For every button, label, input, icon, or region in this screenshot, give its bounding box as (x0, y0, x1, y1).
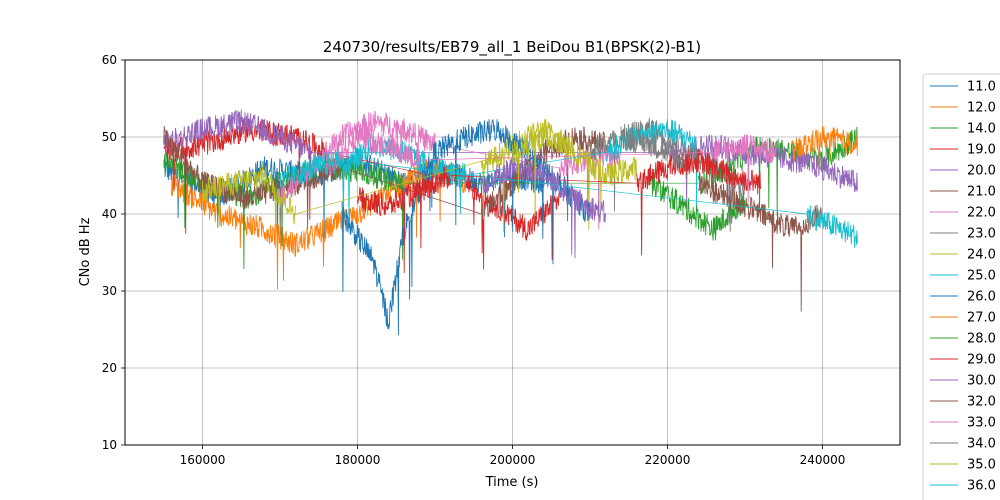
series-line (605, 119, 699, 215)
series-line (279, 110, 436, 208)
legend-label: 30.0 (967, 374, 996, 389)
series-36.0 (279, 149, 858, 248)
legend-item: 12.0 (930, 101, 996, 116)
series-gap-connector (341, 167, 482, 215)
series-35.0 (202, 124, 575, 248)
legend-label: 20.0 (967, 164, 996, 179)
legend-label: 25.0 (967, 269, 996, 284)
legend-label: 12.0 (967, 101, 996, 116)
legend-item: 24.0 (930, 248, 996, 263)
legend-item: 27.0 (930, 311, 996, 326)
series-line (171, 157, 467, 290)
series-21.0 (163, 126, 606, 235)
axes: 160000 180000 200000 220000 240000 10 20 30 40 50… (102, 53, 846, 467)
y-axis-label: CNo dB Hz (78, 217, 93, 286)
series-line (163, 126, 343, 235)
legend-label: 23.0 (967, 227, 996, 242)
series-lines (163, 109, 858, 336)
x-tick-label: 200000 (490, 453, 536, 467)
series-27.0 (791, 125, 858, 173)
chart-title: 240730/results/EB79_all_1 BeiDou B1(BPSK… (323, 38, 701, 57)
series-line (357, 166, 451, 274)
y-tick-label: 40 (102, 207, 117, 221)
legend-label: 36.0 (967, 479, 996, 494)
legend-item: 34.0 (930, 437, 996, 452)
y-tick-label: 30 (102, 284, 117, 298)
legend-item: 25.0 (930, 269, 996, 284)
series-line (791, 125, 858, 173)
series-line (163, 109, 312, 163)
series-line (326, 125, 420, 177)
legend-item: 19.0 (930, 143, 996, 158)
legend-item: 22.0 (930, 206, 996, 221)
legend-label: 26.0 (967, 290, 996, 305)
x-tick-label: 240000 (800, 453, 846, 467)
legend-label: 11.0 (967, 80, 996, 95)
legend-item: 26.0 (930, 290, 996, 305)
legend-item: 21.0 (930, 185, 996, 200)
x-axis-label: Time (s) (485, 475, 539, 490)
x-tick-label: 180000 (335, 453, 381, 467)
series-28.0 (651, 172, 746, 241)
legend-label: 22.0 (967, 206, 996, 221)
series-line (512, 124, 575, 217)
legend-item: 20.0 (930, 164, 996, 179)
series-gap-connector (341, 159, 808, 215)
legend-item: 23.0 (930, 227, 996, 242)
x-tick-label: 220000 (645, 453, 691, 467)
series-line (202, 163, 296, 248)
legend-label: 28.0 (967, 332, 996, 347)
legend-label: 29.0 (967, 353, 996, 368)
legend-label: 14.0 (967, 122, 996, 137)
y-tick-label: 10 (102, 438, 117, 452)
series-line (481, 126, 606, 225)
legend-item: 14.0 (930, 122, 996, 137)
series-line (163, 118, 327, 234)
legend-item: 28.0 (930, 332, 996, 347)
legend-item: 33.0 (930, 416, 996, 431)
legend-label: 35.0 (967, 458, 996, 473)
legend-item: 29.0 (930, 353, 996, 368)
series-line (636, 148, 761, 256)
series-34.0 (620, 126, 684, 169)
legend-box (922, 73, 1000, 500)
legend: 11.0 12.0 14.0 19.0 20.0 21.0 22.0 23.0 24.0 25.0… (922, 73, 1000, 500)
legend-item: 11.0 (930, 80, 996, 95)
series-32.0 (698, 173, 823, 312)
legend-label: 24.0 (967, 248, 996, 263)
series-line (698, 173, 823, 312)
series-line (481, 156, 606, 259)
series-line (806, 205, 858, 248)
legend-item: 36.0 (930, 479, 996, 494)
legend-label: 19.0 (967, 143, 996, 158)
x-tick-label: 160000 (180, 453, 226, 467)
legend-item: 30.0 (930, 374, 996, 389)
y-tick-label: 60 (102, 53, 117, 67)
series-line (713, 134, 777, 203)
legend-label: 27.0 (967, 311, 996, 326)
series-line (651, 172, 746, 241)
series-12.0 (171, 157, 467, 290)
y-tick-label: 50 (102, 130, 117, 144)
legend-label: 32.0 (967, 395, 996, 410)
y-tick-label: 20 (102, 361, 117, 375)
series-30.0 (481, 156, 606, 259)
series-line (620, 126, 684, 169)
legend-label: 21.0 (967, 185, 996, 200)
series-gap-connector (295, 152, 513, 215)
legend-item: 35.0 (930, 458, 996, 473)
series-line (279, 149, 343, 189)
legend-label: 34.0 (967, 437, 996, 452)
legend-item: 32.0 (930, 395, 996, 410)
legend-label: 33.0 (967, 416, 996, 431)
